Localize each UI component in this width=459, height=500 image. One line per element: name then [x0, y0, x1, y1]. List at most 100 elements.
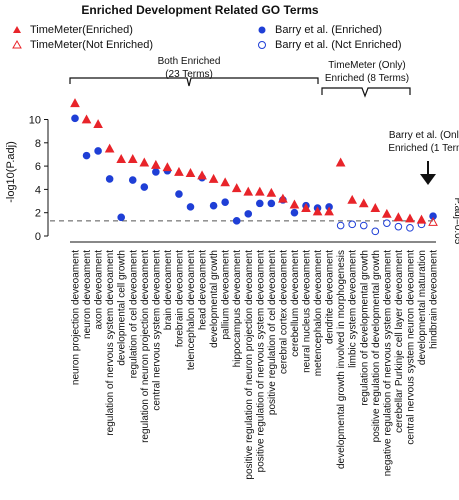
y-axis: 0 2 4 6 8 10	[29, 115, 49, 243]
timemeter-enriched-point	[231, 183, 242, 193]
group-both-label-line2: (23 Terms)	[165, 69, 213, 80]
y-tick-label: 8	[35, 138, 41, 150]
x-tick-label: regulation of cel deveoament	[128, 250, 139, 379]
legend-circle-open-icon	[258, 41, 266, 49]
y-tick-label: 10	[29, 115, 41, 127]
timemeter-enriched-point	[278, 193, 288, 203]
timemeter-enriched-point	[220, 177, 230, 187]
x-tick-label: head deveoament	[198, 250, 209, 330]
timemeter-enriched-point	[370, 202, 381, 212]
group-barry-label-line2: Enriched (1 Term)	[388, 143, 459, 154]
x-tick-label: positive regulation of neuron projection…	[244, 250, 255, 480]
x-tick-label: regulation of nervous system deveoament	[105, 250, 116, 436]
timemeter-enriched-point	[266, 187, 277, 197]
timemeter-enriched-point	[405, 213, 415, 223]
legend-circle-filled-icon	[258, 26, 266, 34]
x-tick-label: neuron projection deveoament	[71, 250, 82, 385]
legend-label-barry-not-enriched: Barry et al. (Nct Enriched)	[275, 39, 402, 51]
timemeter-enriched-point	[289, 199, 300, 209]
barry-enriched-point	[290, 208, 299, 217]
timemeter-enriched-point	[139, 157, 150, 167]
timemeter-enriched-point	[70, 98, 80, 108]
timemeter-enriched-point	[127, 154, 138, 164]
legend-label-timemeter-enriched: TimeMeter(Enriched)	[30, 24, 133, 36]
x-tick-label: negative regulation of nervous system de…	[382, 250, 393, 476]
x-tick-label: limbic system deveoament	[348, 250, 359, 368]
x-tick-label: positive regulation of nervous system de…	[255, 250, 266, 473]
x-tick-label: positive regulation of developmental gro…	[371, 250, 382, 442]
legend: TimeMeter(Enriched) TimeMeter(Not Enrich…	[12, 24, 402, 51]
timemeter-not-enriched-point	[428, 216, 438, 226]
barry-not-enriched-point	[406, 224, 414, 232]
group-annotations: Both Enriched (23 Terms) TimeMeter (Only…	[69, 56, 459, 185]
timemeter-enriched-point	[312, 206, 323, 216]
group-barry-arrow-icon	[420, 174, 436, 185]
group-timemeter-label-line2: Enriched (8 Terms)	[325, 73, 409, 84]
y-tick-label: 6	[35, 161, 41, 173]
x-tick-label: brain deveoament	[163, 250, 174, 330]
group-barry-label-line1: Barry et al. (Only)	[389, 130, 459, 141]
threshold-label: P.adj=0.05	[452, 197, 459, 244]
x-tick-label: axon deveoament	[94, 250, 105, 330]
barry-enriched-point	[71, 114, 79, 123]
barry-enriched-point	[117, 213, 125, 222]
timemeter-enriched-point	[358, 198, 369, 208]
x-tick-label: regulation of neuron projection deveoame…	[140, 250, 151, 443]
barry-enriched-point	[152, 168, 160, 176]
barry-enriched-point	[175, 190, 183, 198]
barry-not-enriched-point	[348, 220, 357, 229]
threshold-line-group: P.adj=0.05	[50, 197, 459, 245]
timemeter-enriched-point	[254, 186, 265, 196]
barry-not-enriched-point	[359, 221, 368, 230]
timemeter-enriched-point	[393, 212, 404, 222]
group-both-label-line1: Both Enriched	[158, 56, 221, 67]
barry-enriched-point	[209, 201, 218, 210]
timemeter-enriched-point	[208, 173, 219, 183]
timemeter-enriched-point	[93, 119, 103, 129]
barry-enriched-point	[128, 176, 137, 184]
x-tick-label: central nervous system deveoament	[151, 250, 162, 411]
group-timemeter-label-line1: TimeMeter (Only)	[328, 60, 405, 71]
x-tick-label: central nervous system neuron deveoament	[405, 250, 416, 445]
x-tick-label: hippocampus deveoament	[232, 250, 243, 368]
timemeter-enriched-point	[174, 166, 184, 176]
y-axis-label: -log10(P.adj)	[5, 141, 17, 203]
barry-not-enriched-point	[383, 219, 391, 227]
x-tick-label: developmental growth	[209, 250, 220, 348]
x-tick-label: cerebellum deveoament	[290, 250, 301, 357]
chart-marks	[70, 98, 438, 236]
y-tick-label: 4	[35, 184, 41, 196]
legend-label-barry-enriched: Barry et al. (Enriched)	[275, 24, 382, 36]
barry-not-enriched-point	[336, 221, 345, 230]
timemeter-enriched-point	[151, 159, 161, 169]
timemeter-enriched-point	[197, 170, 207, 180]
legend-triangle-filled-icon	[13, 26, 21, 33]
timemeter-enriched-point	[347, 194, 358, 204]
group-both-brace	[69, 77, 319, 87]
x-tick-label: neural nucleus deveoament	[302, 250, 313, 373]
timemeter-enriched-point	[162, 162, 173, 172]
barry-enriched-point	[256, 199, 264, 208]
x-tick-label: developmental cell growth	[117, 250, 128, 366]
chart-title: Enriched Development Related GO Terms	[81, 3, 319, 17]
barry-enriched-point	[105, 175, 114, 183]
barry-not-enriched-point	[394, 222, 403, 231]
y-tick-label: 2	[35, 208, 41, 220]
legend-label-timemeter-not-enriched: TimeMeter(Not Enriched)	[30, 39, 153, 51]
group-timemeter-brace	[321, 87, 411, 98]
timemeter-enriched-point	[104, 143, 115, 153]
x-tick-label: cerebral cortex deveoament	[278, 250, 289, 374]
timemeter-enriched-point	[243, 186, 254, 196]
x-tick-label: pallium deveoament	[221, 250, 232, 340]
timemeter-enriched-point	[416, 214, 427, 224]
timemeter-enriched-point	[324, 206, 334, 216]
timemeter-enriched-point	[335, 157, 346, 167]
x-tick-labels: neuron projection deveoament neuron deveo…	[71, 250, 440, 480]
x-tick-label: metencephalon deveoament	[313, 250, 324, 376]
barry-enriched-point	[429, 212, 437, 220]
barry-enriched-point	[140, 183, 149, 191]
x-tick-label: forebrain deveoament	[174, 250, 185, 348]
barry-enriched-point	[232, 217, 241, 225]
x-tick-label: dendrite deveoament	[325, 250, 336, 344]
